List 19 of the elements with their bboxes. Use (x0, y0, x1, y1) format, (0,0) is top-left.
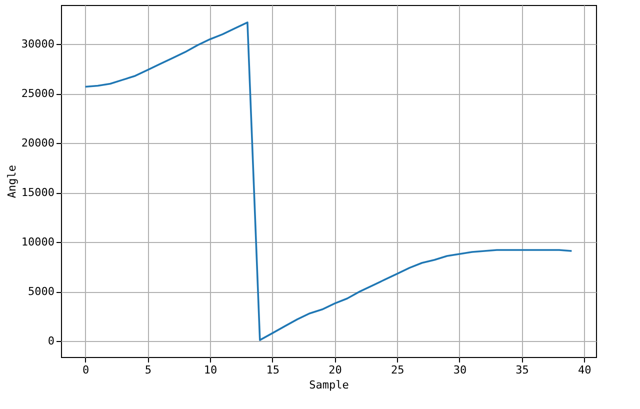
y-tick-label: 0 (48, 334, 54, 348)
y-tick-label: 15000 (21, 186, 54, 200)
line-series (84, 22, 573, 341)
x-tick-label: 30 (453, 364, 467, 376)
x-tick-label: 25 (390, 364, 404, 376)
x-tick-label: 40 (578, 364, 592, 376)
x-tick-label: 20 (328, 364, 342, 376)
y-tick-label: 10000 (21, 236, 54, 249)
y-tick-label: 25000 (21, 87, 54, 100)
y-tick-label: 30000 (21, 38, 54, 51)
x-tick-label: 10 (204, 364, 218, 376)
x-tick-label: 35 (516, 364, 529, 376)
x-axis-title: Sample (309, 378, 349, 392)
x-tick-label: 0 (82, 364, 90, 376)
x-tick-label: 15 (266, 364, 280, 376)
x-tick-label: 5 (144, 364, 152, 376)
y-tick-label: 5000 (28, 285, 54, 298)
y-axis-title: Angle (5, 164, 18, 198)
y-tick-label: 20000 (21, 136, 54, 150)
